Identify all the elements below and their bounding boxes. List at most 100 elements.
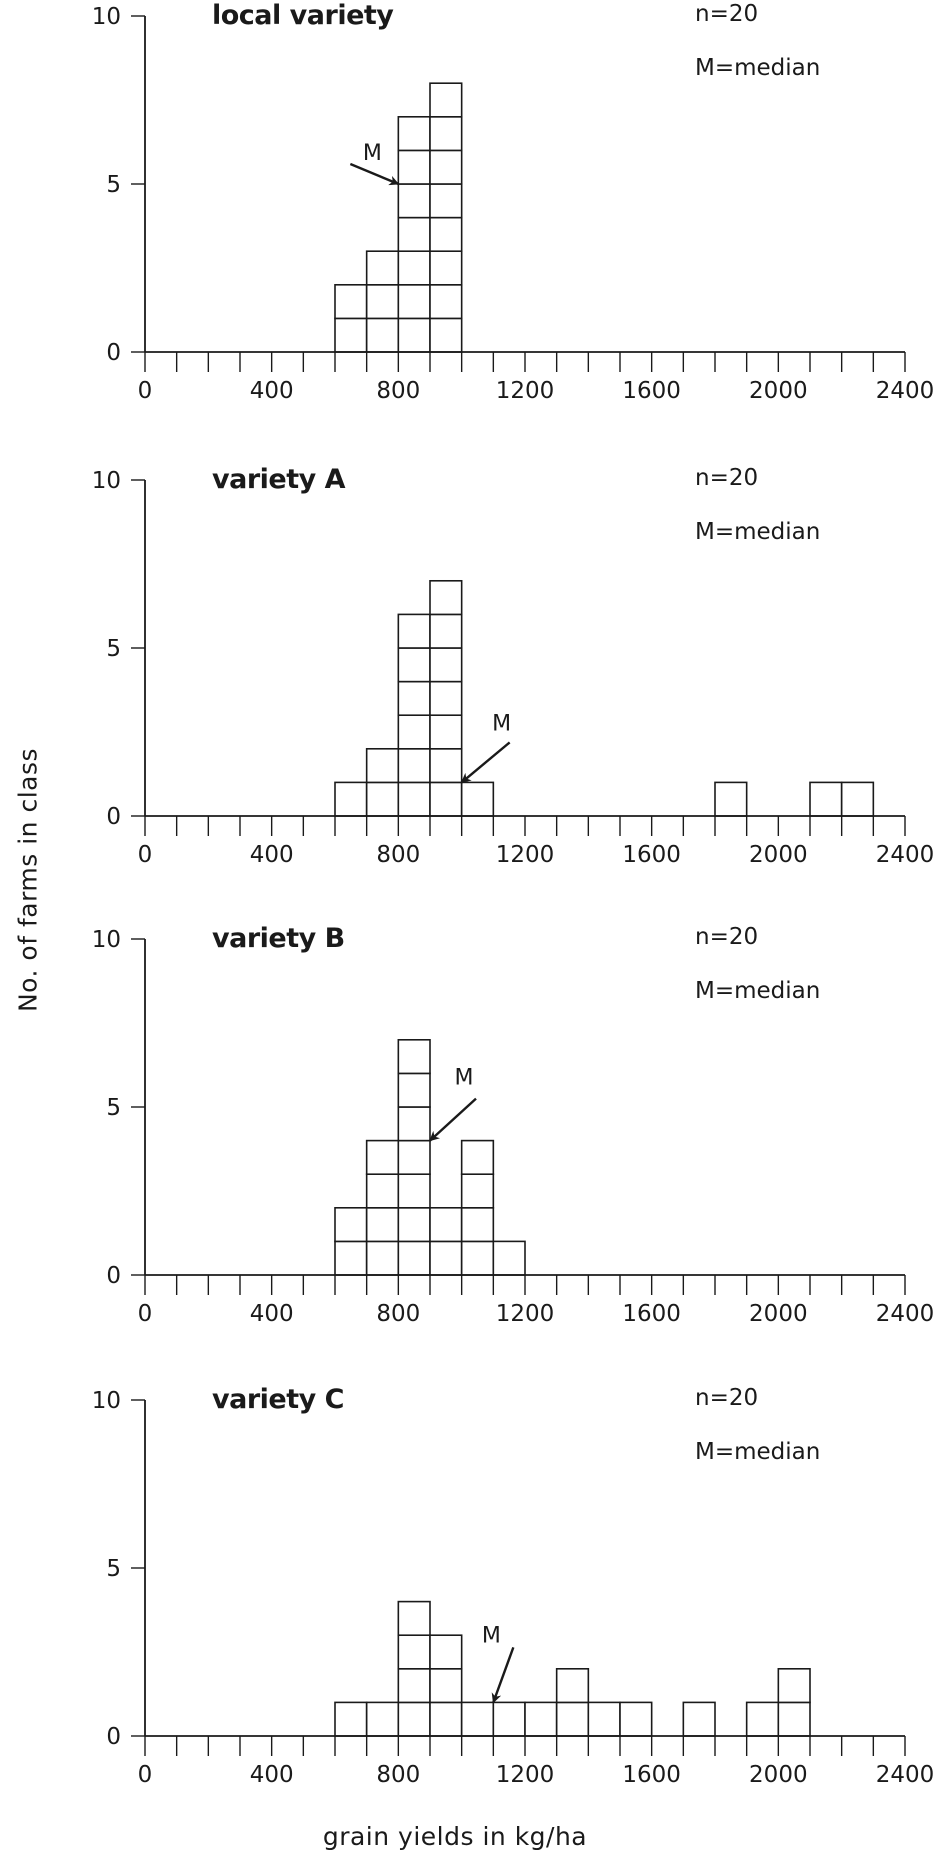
- bar-unit: [334, 317, 368, 353]
- bar-unit: [429, 714, 463, 750]
- x-tick-label: 2400: [876, 378, 935, 404]
- bar-unit: [777, 1668, 811, 1704]
- bar-unit: [397, 1701, 431, 1737]
- y-tick-label: 0: [106, 1724, 121, 1750]
- bar-unit: [334, 283, 368, 320]
- bar-unit: [397, 781, 431, 817]
- y-tick-label: 5: [106, 636, 121, 662]
- panel-title: variety B: [212, 923, 345, 954]
- median-arrow-label: M: [363, 141, 382, 166]
- bar-unit: [397, 680, 431, 716]
- median-legend-note: M=median: [695, 55, 820, 81]
- bar-unit: [397, 1139, 431, 1175]
- bar-unit: [365, 781, 400, 817]
- bar-unit: [460, 1240, 495, 1276]
- histogram-panel-2: 0 400 800 1200 1600 2000 2400 0 5 10 variety A n=20…: [92, 464, 935, 868]
- y-tick-label: 0: [106, 804, 121, 830]
- bar-unit: [397, 116, 431, 152]
- panel-title: variety C: [212, 1384, 344, 1415]
- bar-unit: [809, 781, 843, 817]
- median-legend-note: M=median: [695, 1439, 820, 1465]
- bar-unit: [619, 1701, 653, 1737]
- bar-unit: [334, 1207, 368, 1243]
- bar-unit: [492, 1240, 526, 1276]
- bar-unit: [460, 1173, 495, 1209]
- median-arrow-label: M: [482, 1623, 501, 1648]
- x-tick-label: 2000: [749, 842, 808, 868]
- bar-unit: [365, 1139, 400, 1175]
- bar-unit: [524, 1701, 558, 1737]
- bar-unit: [397, 647, 431, 683]
- bar-unit: [365, 1240, 400, 1276]
- bar-unit: [714, 781, 748, 817]
- bar-unit: [397, 250, 431, 286]
- bar-unit: [429, 1207, 463, 1243]
- bar-unit: [429, 216, 463, 253]
- x-tick-label: 400: [250, 378, 294, 404]
- bar-unit: [397, 216, 431, 253]
- bar-unit: [429, 1668, 463, 1704]
- bar-unit: [429, 781, 463, 817]
- sample-size-note: n=20: [695, 465, 758, 491]
- bar-unit: [460, 781, 495, 817]
- bar-unit: [397, 283, 431, 320]
- x-tick-label: 800: [376, 1762, 420, 1788]
- median-legend-note: M=median: [695, 519, 820, 545]
- bar-unit: [397, 1668, 431, 1704]
- bar-unit: [429, 1240, 463, 1276]
- sample-size-note: n=20: [695, 924, 758, 950]
- bar-unit: [429, 82, 463, 118]
- bar-unit: [365, 1207, 400, 1243]
- y-axis-label-text: No. of farms in class: [13, 747, 43, 1013]
- x-tick-label: 400: [250, 842, 294, 868]
- y-tick-label: 0: [106, 340, 121, 366]
- bar-unit: [397, 317, 431, 353]
- bar-unit: [397, 1039, 431, 1075]
- median-arrow: [491, 1646, 515, 1704]
- panel-title: variety A: [212, 464, 346, 495]
- x-tick-label: 400: [250, 1762, 294, 1788]
- bar-unit: [397, 613, 431, 649]
- bar-unit: [460, 1207, 495, 1243]
- y-tick-label: 10: [92, 4, 121, 30]
- x-tick-label: 1600: [622, 1301, 681, 1327]
- bar-unit: [429, 613, 463, 649]
- bar-unit: [682, 1701, 716, 1737]
- bar-unit: [555, 1668, 590, 1704]
- x-tick-label: 1600: [622, 378, 681, 404]
- y-tick-label: 10: [92, 1388, 121, 1414]
- bar-unit: [460, 1701, 495, 1737]
- bar-unit: [397, 183, 431, 219]
- x-tick-label: 1200: [496, 1762, 555, 1788]
- x-tick-label: 0: [138, 1301, 153, 1327]
- bar-unit: [397, 1207, 431, 1243]
- x-tick-label: 1600: [622, 1762, 681, 1788]
- median-arrow: [429, 1097, 477, 1142]
- bar-unit: [429, 116, 463, 152]
- bar-unit: [492, 1701, 526, 1737]
- x-tick-label: 2000: [749, 1301, 808, 1327]
- bar-unit: [397, 1072, 431, 1108]
- bar-unit: [334, 1240, 368, 1276]
- y-tick-label: 10: [92, 468, 121, 494]
- median-arrow: [460, 741, 511, 784]
- y-tick-label: 5: [106, 1095, 121, 1121]
- bar-unit: [840, 781, 875, 817]
- x-tick-label: 2400: [876, 1762, 935, 1788]
- bar-unit: [397, 747, 431, 784]
- x-tick-label: 800: [376, 378, 420, 404]
- bar-unit: [365, 1701, 400, 1737]
- bar-unit: [334, 781, 368, 817]
- bar-unit: [460, 1139, 495, 1175]
- y-tick-label: 5: [106, 1556, 121, 1582]
- bar-unit: [365, 747, 400, 784]
- x-tick-label: 0: [138, 1762, 153, 1788]
- bar-unit: [365, 250, 400, 286]
- bar-unit: [745, 1701, 780, 1737]
- bar-unit: [397, 1240, 431, 1276]
- bar-unit: [429, 579, 463, 616]
- bar-unit: [429, 317, 463, 353]
- bar-unit: [429, 183, 463, 219]
- x-tick-label: 400: [250, 1301, 294, 1327]
- bar-unit: [365, 283, 400, 320]
